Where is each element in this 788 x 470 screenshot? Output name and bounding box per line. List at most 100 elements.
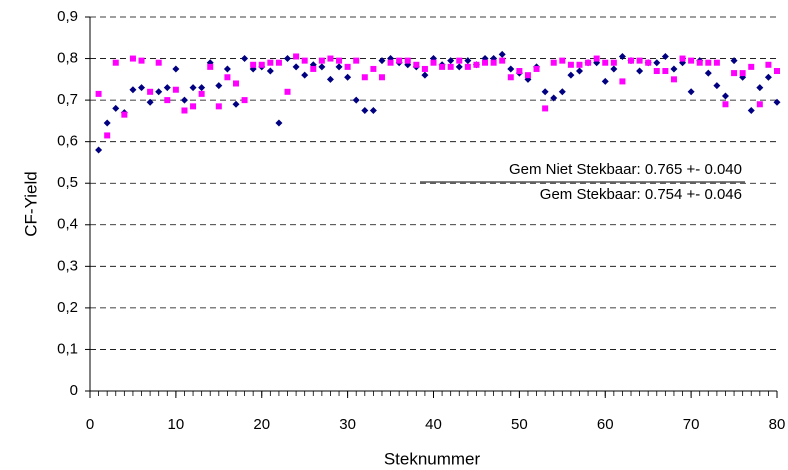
x-tick-label: 70 (683, 416, 700, 433)
point (147, 88, 154, 95)
point (679, 55, 686, 62)
y-tick-label: 0,7 (57, 91, 78, 108)
point (352, 96, 360, 104)
point (507, 65, 515, 73)
point (670, 76, 677, 83)
point (756, 101, 763, 108)
point (421, 71, 429, 79)
point (189, 84, 197, 92)
y-tick-label: 0,3 (57, 257, 78, 274)
y-tick-label: 0,5 (57, 174, 78, 191)
point (765, 61, 772, 68)
point (172, 65, 180, 73)
y-tick-label: 0,4 (57, 216, 78, 233)
point (95, 146, 103, 154)
point (696, 59, 703, 66)
point (490, 59, 497, 66)
point (567, 71, 575, 79)
point (713, 59, 720, 66)
point (756, 84, 764, 92)
point (224, 74, 231, 81)
point (731, 70, 738, 77)
point (318, 63, 326, 71)
point (155, 88, 163, 96)
point (645, 59, 652, 66)
point (378, 74, 385, 81)
point (95, 90, 102, 97)
point (628, 57, 635, 64)
point (198, 90, 205, 97)
point (138, 57, 145, 64)
point (361, 107, 369, 114)
point (576, 61, 583, 68)
point (722, 101, 729, 108)
point (275, 59, 282, 66)
point (301, 71, 309, 79)
point (104, 132, 111, 139)
point (464, 57, 472, 65)
point (180, 96, 188, 104)
x-tick-label: 30 (339, 416, 356, 433)
point (232, 100, 240, 108)
point (215, 103, 222, 110)
point (190, 103, 197, 110)
point (198, 84, 206, 92)
point (739, 70, 746, 77)
x-tick-label: 0 (86, 416, 94, 433)
point (241, 97, 248, 104)
point (610, 65, 618, 73)
y-tick-label: 0,9 (57, 8, 78, 25)
point (292, 63, 300, 71)
point (163, 84, 171, 92)
point (146, 98, 154, 106)
point (542, 105, 549, 112)
point (688, 57, 695, 64)
point (524, 72, 531, 79)
point (344, 63, 351, 70)
point (619, 78, 626, 85)
point (653, 59, 661, 67)
y-tick-label: 0,6 (57, 133, 78, 150)
point (327, 55, 334, 62)
point (447, 57, 455, 65)
y-tick-label: 0,2 (57, 299, 78, 316)
point (353, 57, 360, 64)
point (773, 98, 781, 106)
point (129, 55, 136, 62)
point (764, 73, 772, 81)
point (121, 111, 128, 118)
point (704, 69, 712, 77)
point (541, 88, 549, 96)
annotation: Gem Stekbaar: 0.754 +- 0.046 (540, 186, 742, 203)
point (499, 57, 506, 64)
point (730, 57, 738, 65)
point (670, 65, 678, 73)
point (464, 63, 471, 70)
point (507, 74, 514, 81)
point (550, 59, 557, 66)
point (266, 67, 274, 75)
point (610, 59, 617, 66)
point (713, 82, 721, 90)
point (155, 59, 162, 66)
y-tick-label: 0 (70, 382, 78, 399)
point (662, 68, 669, 75)
point (258, 61, 265, 68)
point (447, 63, 454, 70)
point (661, 52, 669, 60)
point (396, 57, 403, 64)
point (301, 57, 308, 64)
point (653, 68, 660, 75)
point (585, 59, 592, 66)
point (439, 63, 446, 70)
point (593, 55, 600, 62)
y-tick-label: 0,1 (57, 340, 78, 357)
x-tick-label: 10 (168, 416, 185, 433)
x-tick-label: 50 (511, 416, 528, 433)
point (326, 75, 334, 83)
x-tick-label: 60 (597, 416, 614, 433)
point (455, 63, 463, 71)
x-axis-label: Steknummer (384, 449, 481, 468)
point (602, 59, 609, 66)
